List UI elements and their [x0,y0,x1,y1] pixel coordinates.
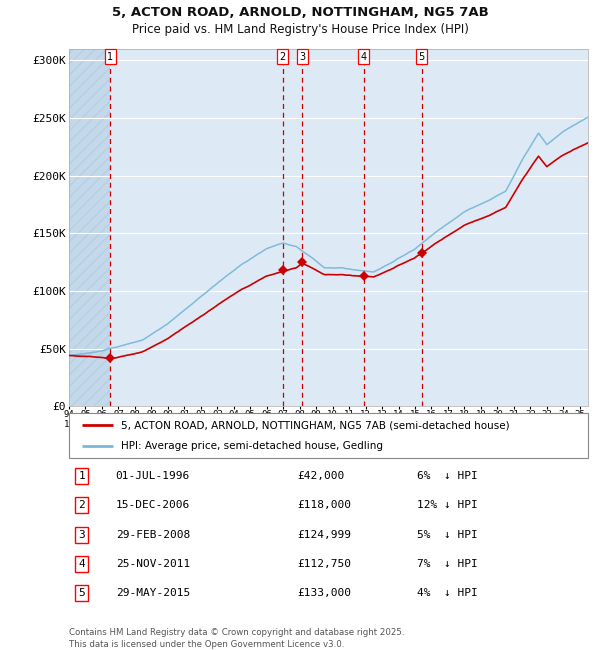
Text: 1: 1 [79,471,85,481]
Text: Price paid vs. HM Land Registry's House Price Index (HPI): Price paid vs. HM Land Registry's House … [131,23,469,36]
Text: 1: 1 [107,51,113,62]
Text: 5, ACTON ROAD, ARNOLD, NOTTINGHAM, NG5 7AB (semi-detached house): 5, ACTON ROAD, ARNOLD, NOTTINGHAM, NG5 7… [121,420,509,430]
Bar [69,49,110,406]
Text: 2: 2 [79,500,85,510]
Text: 15-DEC-2006: 15-DEC-2006 [116,500,190,510]
Text: 3: 3 [299,51,305,62]
Text: 5%  ↓ HPI: 5% ↓ HPI [417,530,478,540]
Text: 7%  ↓ HPI: 7% ↓ HPI [417,559,478,569]
Text: 3: 3 [79,530,85,540]
Text: 4%  ↓ HPI: 4% ↓ HPI [417,588,478,598]
Text: 12% ↓ HPI: 12% ↓ HPI [417,500,478,510]
Text: 01-JUL-1996: 01-JUL-1996 [116,471,190,481]
Text: 4: 4 [361,51,367,62]
FancyBboxPatch shape [69,413,588,458]
Text: HPI: Average price, semi-detached house, Gedling: HPI: Average price, semi-detached house,… [121,441,383,451]
Text: £118,000: £118,000 [298,500,352,510]
Text: 5: 5 [419,51,425,62]
Text: £124,999: £124,999 [298,530,352,540]
Text: 29-FEB-2008: 29-FEB-2008 [116,530,190,540]
Text: 6%  ↓ HPI: 6% ↓ HPI [417,471,478,481]
Text: 5: 5 [79,588,85,598]
Text: 4: 4 [79,559,85,569]
Text: 25-NOV-2011: 25-NOV-2011 [116,559,190,569]
Text: Contains HM Land Registry data © Crown copyright and database right 2025.
This d: Contains HM Land Registry data © Crown c… [69,628,404,649]
Text: £112,750: £112,750 [298,559,352,569]
Text: 2: 2 [280,51,286,62]
Text: £133,000: £133,000 [298,588,352,598]
Text: £42,000: £42,000 [298,471,344,481]
Text: 5, ACTON ROAD, ARNOLD, NOTTINGHAM, NG5 7AB: 5, ACTON ROAD, ARNOLD, NOTTINGHAM, NG5 7… [112,6,488,20]
Text: 29-MAY-2015: 29-MAY-2015 [116,588,190,598]
